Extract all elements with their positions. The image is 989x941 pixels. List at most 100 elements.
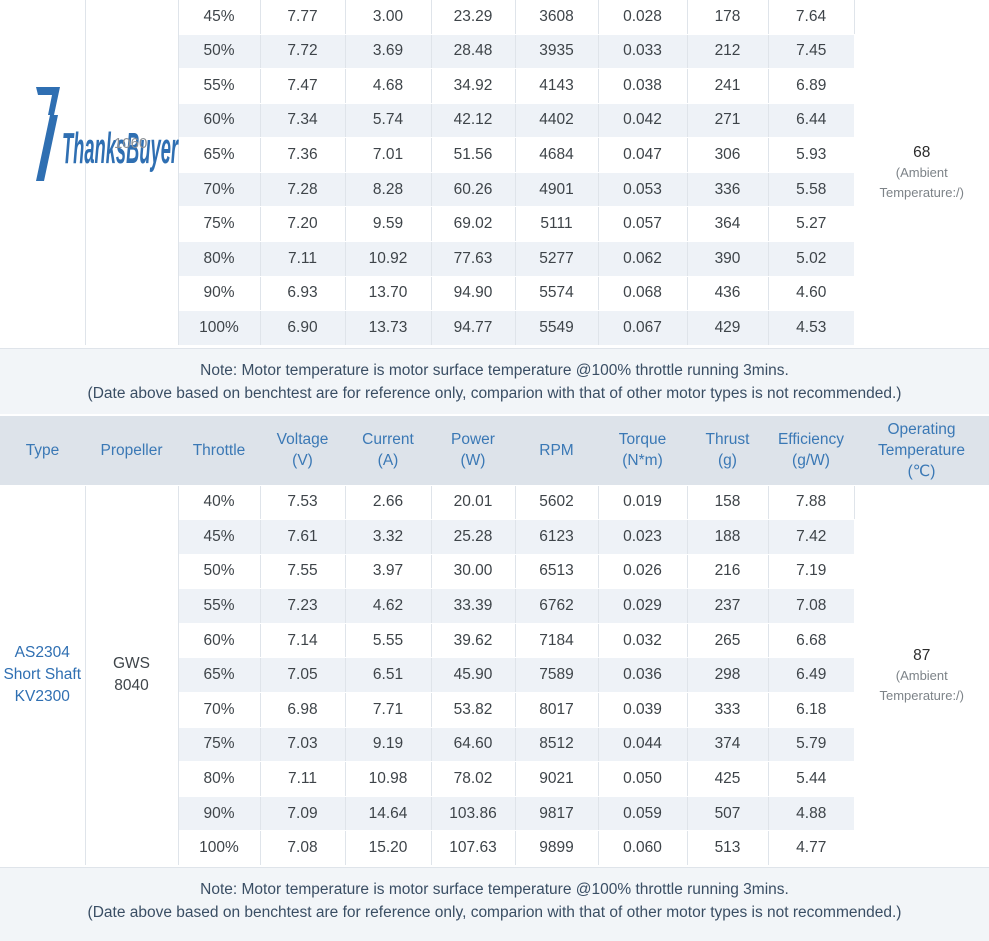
power-cell: 33.39 [431,588,516,624]
rpm-cell: 4402 [515,103,599,139]
voltage-cell: 7.55 [260,554,346,590]
torque-cell: 0.038 [598,68,688,104]
thrust-cell: 306 [687,137,769,173]
current-cell: 3.00 [345,0,432,35]
voltage-cell: 7.23 [260,588,346,624]
propeller-cell [85,0,179,346]
voltage-cell: 7.03 [260,727,346,763]
current-cell: 4.68 [345,68,432,104]
table-row: AS2304 Short Shaft KV2300 GWS 8040 40% 7.53 2.6… [0,485,989,867]
throttle-cell: 100% [178,830,261,867]
current-cell: 8.28 [345,172,432,208]
motor-type: AS2304 Short Shaft KV2300 [3,644,82,706]
current-cell: 3.32 [345,519,432,555]
throttle-cell: 75% [178,727,261,763]
type-cell: AS2304 Short Shaft KV2300 [0,485,86,867]
rpm-cell: 9817 [515,796,599,832]
throttle-cell: 70% [178,692,261,728]
power-cell: 39.62 [431,623,516,659]
voltage-cell: 7.05 [260,657,346,694]
operating-temperature-cell: 87 (Ambient Temperature:/) [854,485,989,867]
voltage-cell: 7.34 [260,103,346,139]
power-cell: 77.63 [431,241,516,277]
table-row: 65% 7.36 7.01 51.56 4684 0.047 306 5.93 [0,137,989,173]
power-cell: 51.56 [431,137,516,173]
thrust-cell: 271 [687,103,769,139]
propeller-label-partial: 1060 [114,135,148,152]
efficiency-cell: 7.88 [768,485,855,521]
power-cell: 53.82 [431,692,516,728]
table-row: 65% 7.05 6.51 45.90 7589 0.036 298 6.49 [0,657,989,694]
power-cell: 20.01 [431,485,516,521]
torque-cell: 0.059 [598,796,688,832]
power-cell: 23.29 [431,0,516,35]
table-row: 50% 7.72 3.69 28.48 3935 0.033 212 7.45 [0,34,989,70]
efficiency-cell: 6.89 [768,68,854,104]
efficiency-cell: 5.44 [768,761,854,797]
header-propeller: Propeller [85,416,178,486]
throttle-cell: 60% [178,103,261,139]
voltage-cell: 7.11 [260,761,346,797]
rpm-cell: 3608 [515,0,599,35]
current-cell: 5.74 [345,103,432,139]
current-cell: 9.59 [345,206,432,243]
table-row: 75% 7.03 9.19 64.60 8512 0.044 374 5.79 [0,727,989,763]
note-line-1: Note: Motor temperature is motor surface… [200,362,789,379]
throttle-cell: 50% [178,34,261,70]
efficiency-cell: 5.79 [768,727,854,763]
rpm-cell: 6513 [515,554,599,590]
rpm-cell: 4901 [515,172,599,208]
thrust-cell: 216 [687,554,769,590]
table-row: 45% 7.61 3.32 25.28 6123 0.023 188 7.42 [0,519,989,555]
throttle-cell: 90% [178,796,261,832]
efficiency-cell: 7.42 [768,519,854,555]
temperature-value: 87 [913,646,931,664]
table-header-row: Type Propeller Throttle Voltage (V) Current (A… [0,416,989,486]
throttle-cell: 75% [178,206,261,243]
current-cell: 5.55 [345,623,432,659]
thrust-cell: 374 [687,727,769,763]
voltage-cell: 7.09 [260,796,346,832]
table-row: 60% 7.14 5.55 39.62 7184 0.032 265 6.68 [0,623,989,659]
rpm-cell: 7589 [515,657,599,694]
efficiency-cell: 5.02 [768,241,854,277]
rpm-cell: 9021 [515,761,599,797]
torque-cell: 0.062 [598,241,688,277]
header-power: Power (W) [431,416,515,486]
torque-cell: 0.019 [598,485,688,521]
throttle-cell: 50% [178,554,261,590]
torque-cell: 0.039 [598,692,688,728]
efficiency-cell: 4.53 [768,310,854,346]
power-cell: 34.92 [431,68,516,104]
table-row: 80% 7.11 10.92 77.63 5277 0.062 390 5.02 [0,241,989,277]
header-efficiency: Efficiency (g/W) [768,416,854,486]
voltage-cell: 7.08 [260,830,346,867]
note-line-1: Note: Motor temperature is motor surface… [200,881,789,898]
torque-cell: 0.057 [598,206,688,243]
rpm-cell: 4684 [515,137,599,173]
current-cell: 13.73 [345,310,432,346]
throttle-cell: 80% [178,761,261,797]
torque-cell: 0.060 [598,830,688,867]
thrust-cell: 178 [687,0,769,35]
throttle-cell: 40% [178,485,261,521]
torque-cell: 0.047 [598,137,688,173]
torque-cell: 0.036 [598,657,688,694]
power-cell: 25.28 [431,519,516,555]
note-block-2: Note: Motor temperature is motor surface… [0,867,989,941]
power-cell: 94.77 [431,310,516,346]
table-row: 55% 7.23 4.62 33.39 6762 0.029 237 7.08 [0,588,989,624]
temperature-value: 68 [913,143,931,161]
table-row: 60% 7.34 5.74 42.12 4402 0.042 271 6.44 [0,103,989,139]
thrust-cell: 425 [687,761,769,797]
torque-cell: 0.026 [598,554,688,590]
motor-test-table-2: Type Propeller Throttle Voltage (V) Current (A… [0,416,989,867]
power-cell: 45.90 [431,657,516,694]
rpm-cell: 5111 [515,206,599,243]
voltage-cell: 7.61 [260,519,346,555]
power-cell: 64.60 [431,727,516,763]
torque-cell: 0.067 [598,310,688,346]
thrust-cell: 390 [687,241,769,277]
table-row: 50% 7.55 3.97 30.00 6513 0.026 216 7.19 [0,554,989,590]
temperature-note: (Ambient Temperature:/) [879,164,965,200]
